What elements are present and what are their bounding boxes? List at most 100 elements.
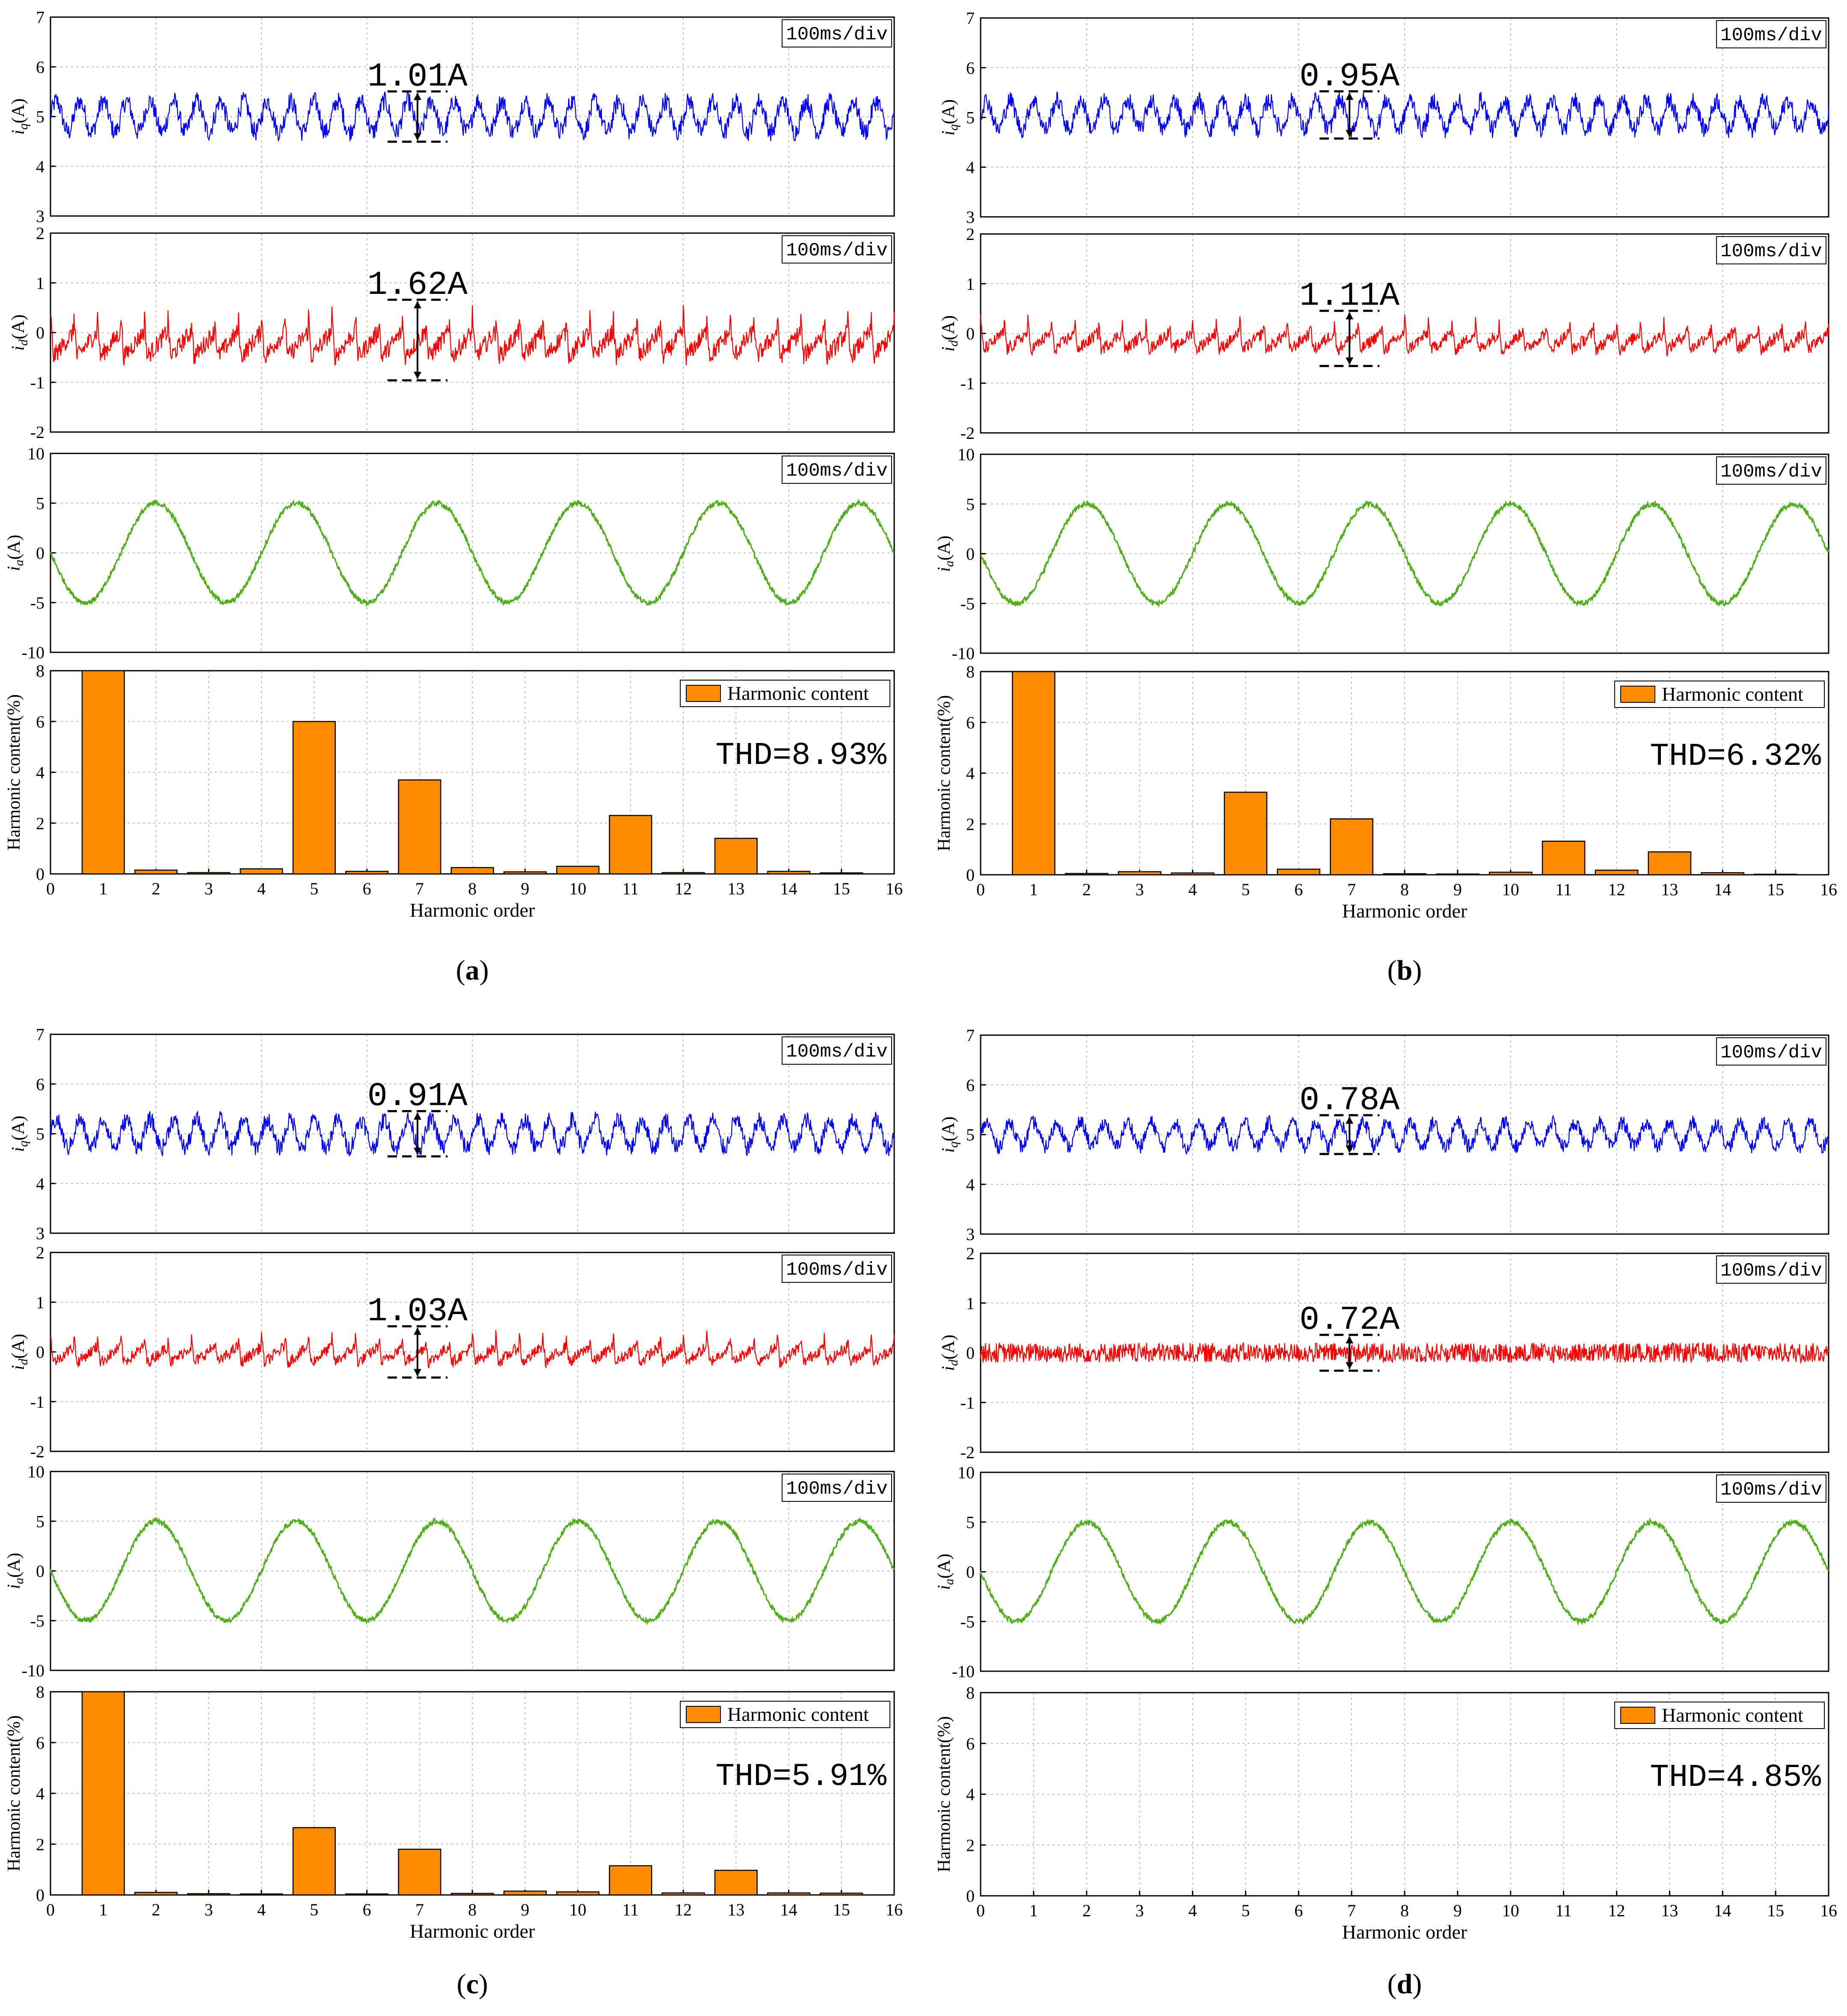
iq-ytick-label: 4 bbox=[36, 157, 44, 176]
harmonic-bar-15 bbox=[820, 872, 863, 875]
panel-c: 345670.91A100ms/diviq(A)-2-10121.03A100m… bbox=[4, 1025, 903, 2000]
harmonic-bar-4 bbox=[240, 868, 283, 875]
harmonic-xtick-label: 2 bbox=[1082, 880, 1091, 899]
harmonic-xtick-label: 9 bbox=[521, 879, 529, 898]
harmonic-xtick-label: 5 bbox=[310, 879, 318, 898]
panel-b: 345670.95A100ms/diviq(A)-2-10121.11A100m… bbox=[934, 9, 1837, 986]
id-ripple-arrowhead-down bbox=[1346, 357, 1354, 365]
id-ripple-annotation: 1.62A bbox=[368, 266, 468, 304]
ia-ytick-label: 10 bbox=[27, 444, 44, 463]
harmonic-legend-swatch bbox=[1620, 1707, 1655, 1724]
harmonic-xtick-label: 9 bbox=[1453, 1901, 1462, 1920]
harmonic-xtick-label: 15 bbox=[1767, 880, 1784, 899]
harmonic-xtick-label: 11 bbox=[622, 879, 639, 898]
harmonic-xtick-label: 0 bbox=[976, 1901, 985, 1920]
iq-ripple-annotation: 1.01A bbox=[368, 58, 468, 96]
harmonic-bar-3 bbox=[187, 872, 231, 875]
harmonic-bar-4 bbox=[1171, 872, 1215, 876]
harmonic-ylabel: Harmonic content(%) bbox=[934, 695, 954, 851]
harmonic-bar-8 bbox=[1383, 873, 1426, 876]
harmonic-ytick-label: 0 bbox=[966, 1886, 975, 1906]
harmonic-ytick-label: 6 bbox=[966, 1734, 975, 1753]
harmonic-xtick-label: 4 bbox=[257, 1900, 266, 1919]
id-frame bbox=[50, 232, 895, 433]
iq-ytick-label: 4 bbox=[36, 1174, 44, 1193]
id-ripple-arrowhead-down bbox=[1346, 1362, 1354, 1370]
panel-caption: (d) bbox=[1387, 1969, 1422, 2000]
ia-ylabel: ia(A) bbox=[934, 536, 956, 572]
id-trace bbox=[980, 1341, 1829, 1364]
harmonic-bar-2 bbox=[1064, 873, 1109, 876]
id-ytick-label: -2 bbox=[961, 423, 975, 443]
harmonic-thd-label: THD=6.32% bbox=[1650, 739, 1821, 775]
harmonic-bar-1 bbox=[81, 670, 125, 875]
iq-ripple-arrowhead-down bbox=[413, 133, 421, 141]
id-ytick-label: 1 bbox=[966, 1294, 975, 1313]
harmonic-xtick-label: 8 bbox=[468, 1900, 477, 1919]
id-ytick-label: -1 bbox=[30, 373, 44, 392]
harmonic-bar-13 bbox=[714, 838, 758, 875]
harmonic-legend-swatch bbox=[1620, 686, 1655, 703]
iq-ytick-label: 7 bbox=[36, 8, 44, 27]
id-ytick-label: 2 bbox=[966, 1244, 975, 1263]
ia-timescale-label: 100ms/div bbox=[786, 460, 888, 482]
panel-d: 345670.78A100ms/diviq(A)-2-10120.72A100m… bbox=[934, 1026, 1837, 2000]
harmonic-xtick-label: 7 bbox=[1347, 1901, 1356, 1920]
harmonic-xtick-label: 14 bbox=[1714, 880, 1731, 899]
ia-ylabel: ia(A) bbox=[4, 535, 26, 571]
id-ytick-label: -2 bbox=[961, 1443, 975, 1462]
harmonic-xtick-label: 12 bbox=[675, 1900, 692, 1919]
harmonic-ytick-label: 2 bbox=[36, 1835, 44, 1854]
iq-timescale-label: 100ms/div bbox=[1720, 25, 1822, 46]
iq-ytick-label: 6 bbox=[966, 1075, 975, 1095]
iq-ytick-label: 7 bbox=[966, 1026, 975, 1045]
id-timescale-label: 100ms/div bbox=[1720, 241, 1822, 262]
harmonic-xtick-label: 12 bbox=[675, 879, 692, 898]
id-ripple-arrowhead-up bbox=[413, 1327, 421, 1335]
harmonic-legend-swatch bbox=[686, 1706, 721, 1723]
harmonic-xtick-label: 6 bbox=[363, 1900, 371, 1919]
ia-ylabel: ia(A) bbox=[4, 1553, 26, 1589]
harmonic-xtick-label: 16 bbox=[1820, 880, 1837, 899]
harmonic-xtick-label: 9 bbox=[521, 1900, 529, 1919]
iq-frame bbox=[50, 1033, 895, 1234]
harmonic-xtick-label: 14 bbox=[780, 879, 798, 898]
id-ripple-annotation: 1.11A bbox=[1299, 278, 1399, 315]
harmonic-xtick-label: 8 bbox=[1400, 880, 1409, 899]
ia-timescale-box bbox=[782, 1474, 892, 1502]
harmonic-bar-3 bbox=[1118, 871, 1162, 876]
harmonic-ytick-label: 4 bbox=[36, 1784, 44, 1803]
iq-ylabel: iq(A) bbox=[9, 1116, 30, 1152]
ia-ytick-label: 10 bbox=[958, 445, 975, 464]
id-ylabel: id(A) bbox=[939, 315, 961, 352]
harmonic-xtick-label: 6 bbox=[363, 879, 371, 898]
id-timescale-box bbox=[1716, 1255, 1826, 1284]
harmonic-xtick-label: 0 bbox=[46, 879, 55, 898]
harmonic-bar-3 bbox=[187, 1893, 231, 1896]
ia-ytick-label: -5 bbox=[961, 1612, 975, 1631]
harmonic-bar-10 bbox=[556, 1891, 600, 1896]
harmonic-xtick-label: 10 bbox=[569, 1900, 587, 1919]
harmonic-bar-12 bbox=[661, 1892, 705, 1896]
iq-timescale-label: 100ms/div bbox=[786, 1041, 888, 1063]
iq-ripple-arrowhead-up bbox=[1346, 92, 1354, 100]
harmonic-bar-10 bbox=[1488, 871, 1533, 876]
harmonic-xtick-label: 5 bbox=[1241, 880, 1250, 899]
harmonic-xtick-label: 10 bbox=[1502, 1901, 1519, 1920]
ia-ytick-label: -10 bbox=[952, 644, 975, 663]
harmonic-ytick-label: 6 bbox=[36, 1733, 44, 1753]
iq-trace bbox=[50, 1110, 895, 1156]
iq-ripple-arrowhead-down bbox=[1346, 130, 1354, 137]
iq-timescale-box bbox=[1716, 20, 1826, 48]
ia-ytick-label: 5 bbox=[966, 494, 975, 514]
harmonic-bar-11 bbox=[1542, 841, 1586, 876]
id-ylabel: id(A) bbox=[939, 1335, 961, 1371]
iq-ytick-label: 3 bbox=[36, 1224, 44, 1243]
harmonic-xtick-label: 11 bbox=[1555, 880, 1572, 899]
iq-ripple-annotation: 0.95A bbox=[1299, 58, 1399, 95]
harmonic-bar-1 bbox=[81, 1691, 125, 1896]
ia-ylabel: ia(A) bbox=[934, 1554, 956, 1590]
harmonic-xlabel: Harmonic order bbox=[1342, 900, 1468, 922]
iq-ripple-arrowhead-up bbox=[1346, 1116, 1354, 1124]
